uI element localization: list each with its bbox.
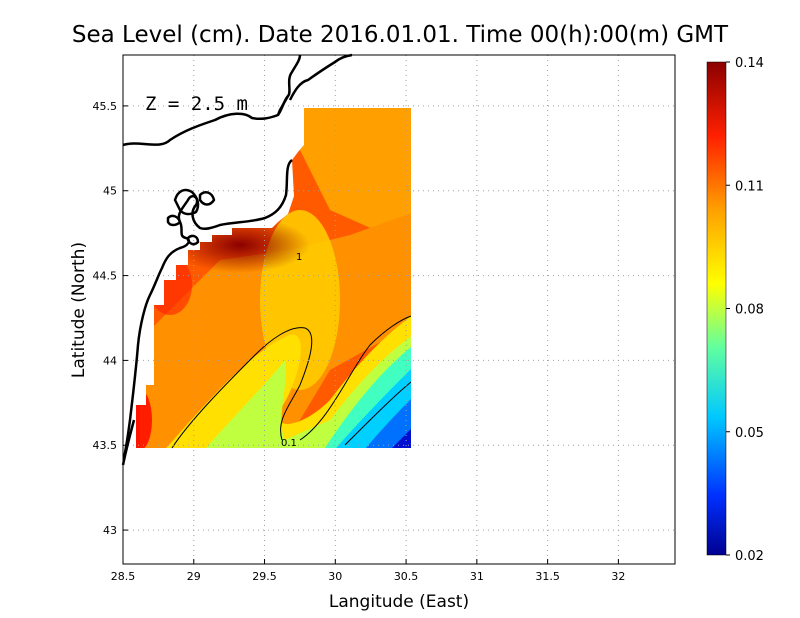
x-axis-label: Langitude (East) bbox=[329, 592, 469, 612]
plot-frame bbox=[122, 54, 676, 565]
x-tick-label: 29.5 bbox=[252, 570, 277, 583]
y-tick-label: 45.5 bbox=[93, 100, 118, 113]
x-tick-label: 30 bbox=[328, 570, 342, 583]
x-tick-label: 31.5 bbox=[535, 570, 560, 583]
x-tick-label: 32 bbox=[611, 570, 625, 583]
colorbar-tick-label: 0.02 bbox=[735, 549, 764, 564]
y-tick-label: 43.5 bbox=[93, 439, 118, 452]
grid bbox=[123, 55, 675, 564]
y-tick-label: 43 bbox=[103, 524, 117, 537]
y-tick-label: 45 bbox=[103, 185, 117, 198]
x-tick-label: 30.5 bbox=[394, 570, 419, 583]
y-tick-label: 44 bbox=[103, 354, 117, 367]
y-axis-label: Latitude (North) bbox=[69, 242, 89, 378]
depth-annotation: Z = 2.5 m bbox=[145, 93, 248, 115]
contour-lines bbox=[171, 315, 412, 449]
colorbar-tick-label: 0.05 bbox=[735, 426, 764, 441]
coastline bbox=[121, 53, 353, 466]
contour-label-0-1: 0.1 bbox=[281, 438, 297, 449]
colorbar-ticks: 0.02 0.05 0.08 0.11 0.14 bbox=[726, 56, 764, 564]
x-axis: 28.5 29 29.5 30 30.5 31 31.5 32 bbox=[111, 559, 625, 583]
y-axis: 43 43.5 44 44.5 45 45.5 bbox=[93, 100, 128, 537]
sea-level-field bbox=[136, 108, 411, 448]
x-tick-label: 31 bbox=[470, 570, 484, 583]
chart-title: Sea Level (cm). Date 2016.01.01. Time 00… bbox=[72, 22, 729, 48]
x-tick-label: 29 bbox=[187, 570, 201, 583]
contour-label-1: 1 bbox=[296, 252, 302, 263]
colorbar-tick-label: 0.14 bbox=[735, 56, 764, 71]
y-tick-label: 44.5 bbox=[93, 270, 118, 283]
x-tick-label: 28.5 bbox=[111, 570, 136, 583]
colorbar bbox=[706, 61, 727, 556]
colorbar-tick-label: 0.08 bbox=[735, 303, 764, 318]
colorbar-tick-label: 0.11 bbox=[735, 179, 764, 194]
